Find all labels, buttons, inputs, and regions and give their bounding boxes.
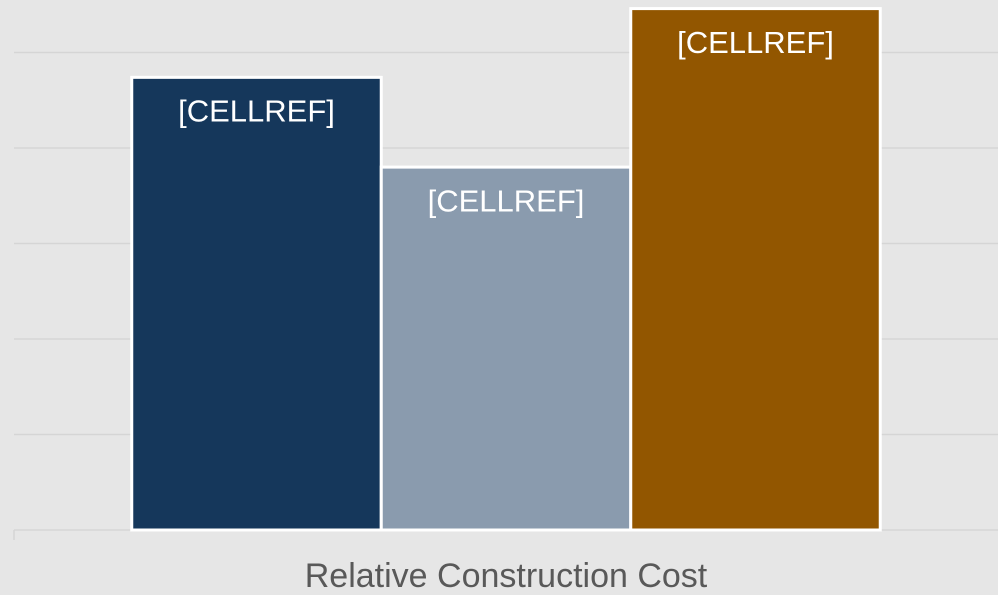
value-label: [CELLREF] — [178, 94, 335, 129]
bar — [629, 7, 882, 532]
value-label: [CELLREF] — [677, 25, 834, 60]
bar — [379, 165, 633, 532]
x-tick-label: Relative Construction Cost — [305, 557, 708, 595]
bar — [130, 75, 383, 532]
value-label: [CELLREF] — [428, 183, 585, 218]
